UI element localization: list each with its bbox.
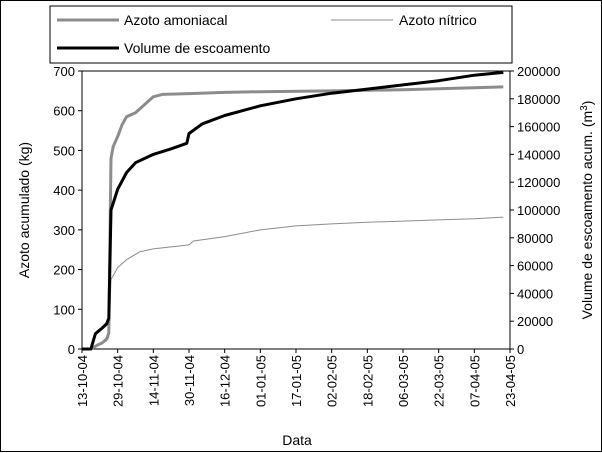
x-tick-label: 29-10-04 xyxy=(111,355,126,407)
legend-box xyxy=(49,5,513,64)
x-tick-label: 30-11-04 xyxy=(182,355,197,406)
left-tick-label: 0 xyxy=(68,342,75,357)
right-tick-label: 160000 xyxy=(517,120,560,135)
series-line-azoto-amoniacal xyxy=(82,85,504,351)
x-tick-label: 14-11-04 xyxy=(146,355,161,406)
left-tick-label: 400 xyxy=(53,183,75,198)
right-axis-title-main: Volume de escoamento acum. (m xyxy=(579,111,595,320)
x-tick-label: 02-02-05 xyxy=(325,355,340,407)
left-tick-label: 700 xyxy=(53,64,75,79)
legend-label-amoniacal: Azoto amoniacal xyxy=(124,12,228,28)
left-tick-label: 500 xyxy=(53,143,75,158)
x-tick-label: 18-02-05 xyxy=(360,355,375,407)
x-tick-label: 07-04-05 xyxy=(467,355,482,407)
legend-label-volume: Volume de escoamento xyxy=(124,40,271,56)
series-line-azoto-nitrico xyxy=(82,216,504,350)
right-axis-title: Volume de escoamento acum. (m3) xyxy=(579,101,595,320)
legend-label-nitrico: Azoto nítrico xyxy=(399,12,477,28)
left-tick-label: 300 xyxy=(53,223,75,238)
x-tick-label: 23-04-05 xyxy=(503,355,518,407)
x-tick-label: 01-01-05 xyxy=(253,355,268,407)
x-tick-label: 16-12-04 xyxy=(218,355,233,407)
right-axis-ticks: 0 20000 40000 60000 80000 100000 120000 140000 1… xyxy=(510,64,560,357)
right-axis-title-sup: 3 xyxy=(579,105,590,111)
right-tick-label: 60000 xyxy=(517,259,553,274)
left-tick-label: 600 xyxy=(53,104,75,119)
right-tick-label: 0 xyxy=(517,342,524,357)
left-axis-ticks: 0 100 200 300 400 500 600 700 xyxy=(53,64,82,357)
x-tick-label: 06-03-05 xyxy=(396,355,411,407)
x-tick-label: 17-01-05 xyxy=(289,355,304,407)
x-tick-label: 13-10-04 xyxy=(75,355,90,407)
right-tick-label: 80000 xyxy=(517,231,553,246)
left-tick-label: 200 xyxy=(53,263,75,278)
x-tick-label: 22-03-05 xyxy=(432,355,447,407)
right-tick-label: 40000 xyxy=(517,286,553,301)
right-tick-label: 100000 xyxy=(517,203,560,218)
right-tick-label: 120000 xyxy=(517,175,560,190)
right-tick-label: 200000 xyxy=(517,64,560,79)
legend: Azoto amoniacal Azoto nítrico Volume de … xyxy=(49,5,513,64)
right-tick-label: 20000 xyxy=(517,314,553,329)
plot-area xyxy=(81,70,511,350)
series-layer xyxy=(82,70,504,351)
left-tick-label: 100 xyxy=(53,302,75,317)
x-axis-title: Data xyxy=(282,432,312,448)
right-tick-label: 140000 xyxy=(517,147,560,162)
series-line-volume-escoamento xyxy=(82,70,504,351)
right-tick-label: 180000 xyxy=(517,92,560,107)
x-axis-ticks: 13-10-04 29-10-04 14-11-04 30-11-04 16-12-04… xyxy=(75,349,518,407)
right-axis-title-close: ) xyxy=(579,101,595,106)
left-axis-title: Azoto acumulado (kg) xyxy=(16,142,32,278)
